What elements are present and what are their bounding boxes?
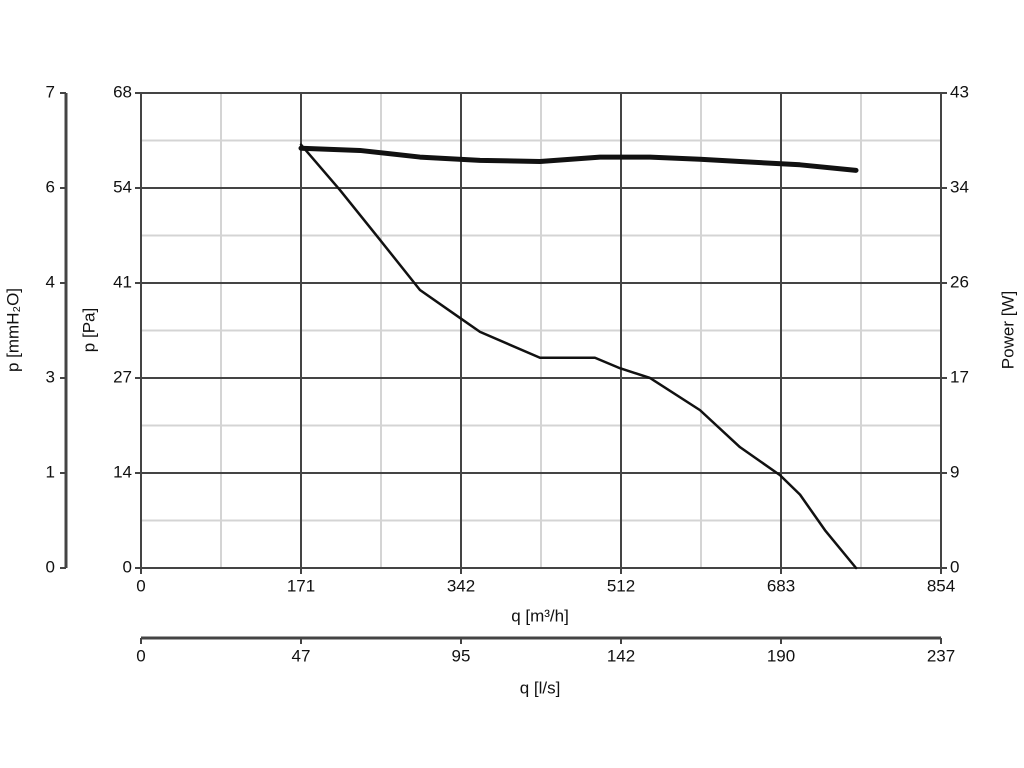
y2-tick-label: 17: [950, 367, 969, 386]
x-tick-label: 512: [607, 576, 635, 595]
y3-tick-label: 7: [46, 82, 55, 101]
x-tick-label: 683: [767, 576, 795, 595]
x2-tick-label: 237: [927, 646, 955, 665]
y3-tick-label: 0: [46, 557, 55, 576]
y3-tick-label: 4: [46, 272, 55, 291]
y-axis-title: p [Pa]: [79, 308, 98, 352]
y-tick-label: 54: [113, 177, 132, 196]
x2-tick-label: 0: [136, 646, 145, 665]
x-axis-title: q [m³/h]: [511, 606, 569, 625]
y2-tick-label: 43: [950, 82, 969, 101]
y2-axis-title: Power [W]: [998, 291, 1017, 369]
y3-tick-label: 1: [46, 462, 55, 481]
y2-tick-label: 9: [950, 462, 959, 481]
x-tick-label: 342: [447, 576, 475, 595]
y-tick-label: 27: [113, 367, 132, 386]
x-tick-label: 171: [287, 576, 315, 595]
y2-tick-label: 34: [950, 177, 969, 196]
data-line: [298, 145, 859, 173]
y-tick-label: 41: [113, 272, 132, 291]
x2-tick-label: 47: [292, 646, 311, 665]
x2-axis-title: q [l/s]: [520, 678, 561, 697]
x2-tick-label: 95: [452, 646, 471, 665]
y3-axis-title: p [mmH₂O]: [3, 288, 22, 372]
y-tick-label: 68: [113, 82, 132, 101]
y-tick-label: 0: [123, 557, 132, 576]
x-tick-label: 854: [927, 576, 955, 595]
y2-tick-label: 0: [950, 557, 959, 576]
y3-tick-label: 6: [46, 177, 55, 196]
x2-tick-label: 190: [767, 646, 795, 665]
x-tick-label: 0: [136, 576, 145, 595]
x2-tick-label: 142: [607, 646, 635, 665]
y3-tick-label: 3: [46, 367, 55, 386]
y-tick-label: 14: [113, 462, 132, 481]
data-line: [299, 143, 858, 570]
y2-tick-label: 26: [950, 272, 969, 291]
